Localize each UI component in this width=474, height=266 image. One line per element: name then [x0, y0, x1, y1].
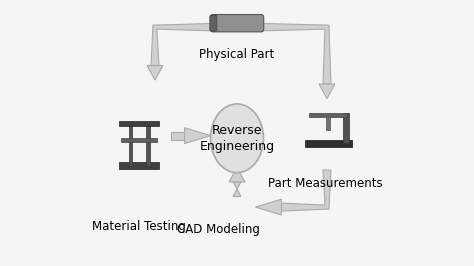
Polygon shape — [233, 182, 241, 197]
FancyBboxPatch shape — [210, 15, 217, 31]
FancyBboxPatch shape — [128, 123, 132, 166]
Text: Material Testing: Material Testing — [92, 221, 186, 234]
Polygon shape — [255, 199, 282, 215]
FancyBboxPatch shape — [326, 117, 330, 130]
Polygon shape — [147, 65, 163, 80]
FancyBboxPatch shape — [309, 113, 347, 117]
FancyBboxPatch shape — [121, 138, 157, 142]
Text: CAD Modeling: CAD Modeling — [177, 223, 260, 236]
Polygon shape — [229, 167, 245, 182]
FancyBboxPatch shape — [119, 121, 159, 126]
Polygon shape — [319, 84, 335, 99]
Polygon shape — [282, 170, 331, 211]
Ellipse shape — [210, 104, 264, 173]
Text: Part Measurements: Part Measurements — [268, 177, 383, 190]
Polygon shape — [151, 23, 221, 65]
Text: Physical Part: Physical Part — [200, 48, 274, 61]
FancyBboxPatch shape — [146, 123, 150, 166]
Text: Reverse
Engineering: Reverse Engineering — [200, 124, 274, 153]
FancyBboxPatch shape — [305, 140, 352, 147]
FancyBboxPatch shape — [343, 113, 349, 143]
Polygon shape — [253, 23, 331, 84]
FancyBboxPatch shape — [210, 15, 264, 32]
Polygon shape — [171, 132, 184, 140]
FancyBboxPatch shape — [119, 162, 159, 169]
Polygon shape — [184, 128, 210, 144]
